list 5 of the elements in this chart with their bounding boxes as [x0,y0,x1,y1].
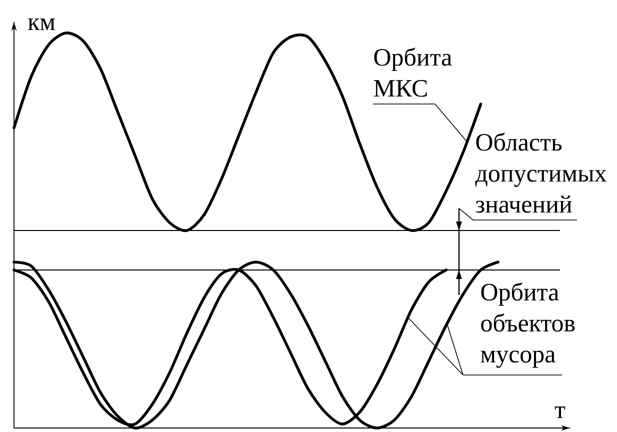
series-label: Орбита МКС [374,48,452,97]
series-label: Орбита объектов мусора [480,282,575,368]
x-axis-title: т [554,406,566,418]
y-axis-title: км [28,18,55,30]
annotation: Область допустимых значений [475,132,607,213]
